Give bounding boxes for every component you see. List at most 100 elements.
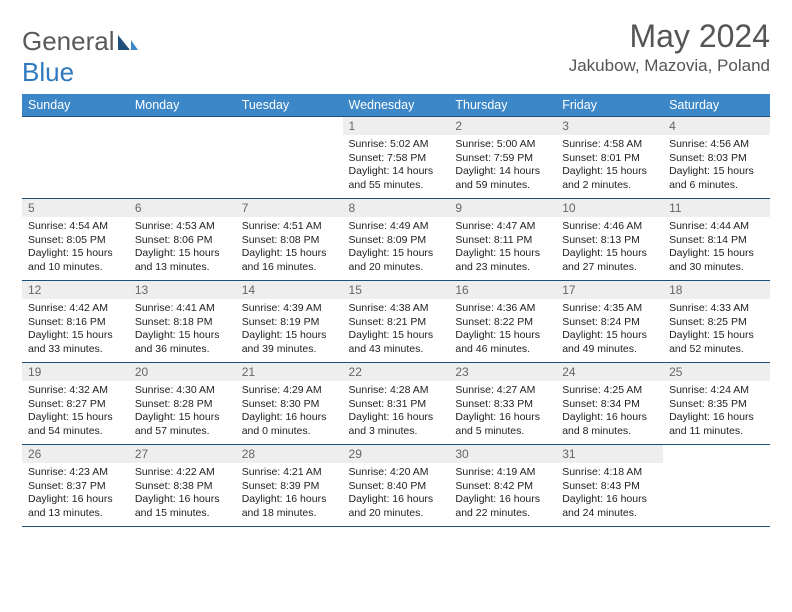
day-number: 29 <box>343 445 450 463</box>
day-number: 7 <box>236 199 343 217</box>
calendar-cell: 2Sunrise: 5:00 AMSunset: 7:59 PMDaylight… <box>449 117 556 199</box>
day-number: 9 <box>449 199 556 217</box>
calendar-cell: 12Sunrise: 4:42 AMSunset: 8:16 PMDayligh… <box>22 281 129 363</box>
day-number: 4 <box>663 117 770 135</box>
calendar-cell: 3Sunrise: 4:58 AMSunset: 8:01 PMDaylight… <box>556 117 663 199</box>
day-content: Sunrise: 4:21 AMSunset: 8:39 PMDaylight:… <box>236 463 343 525</box>
calendar-cell: 29Sunrise: 4:20 AMSunset: 8:40 PMDayligh… <box>343 445 450 527</box>
day-number: 20 <box>129 363 236 381</box>
calendar-cell: 11Sunrise: 4:44 AMSunset: 8:14 PMDayligh… <box>663 199 770 281</box>
day-number: 24 <box>556 363 663 381</box>
weekday-header: Saturday <box>663 94 770 117</box>
day-content: Sunrise: 4:32 AMSunset: 8:27 PMDaylight:… <box>22 381 129 443</box>
day-number: 1 <box>343 117 450 135</box>
calendar-cell: 17Sunrise: 4:35 AMSunset: 8:24 PMDayligh… <box>556 281 663 363</box>
calendar-cell: 25Sunrise: 4:24 AMSunset: 8:35 PMDayligh… <box>663 363 770 445</box>
calendar-cell: 19Sunrise: 4:32 AMSunset: 8:27 PMDayligh… <box>22 363 129 445</box>
calendar-cell: 5Sunrise: 4:54 AMSunset: 8:05 PMDaylight… <box>22 199 129 281</box>
calendar-cell: 14Sunrise: 4:39 AMSunset: 8:19 PMDayligh… <box>236 281 343 363</box>
calendar-week-row: 1Sunrise: 5:02 AMSunset: 7:58 PMDaylight… <box>22 117 770 199</box>
day-content: Sunrise: 4:36 AMSunset: 8:22 PMDaylight:… <box>449 299 556 361</box>
calendar-cell: 23Sunrise: 4:27 AMSunset: 8:33 PMDayligh… <box>449 363 556 445</box>
calendar-cell: 31Sunrise: 4:18 AMSunset: 8:43 PMDayligh… <box>556 445 663 527</box>
day-number: 2 <box>449 117 556 135</box>
day-content: Sunrise: 4:56 AMSunset: 8:03 PMDaylight:… <box>663 135 770 197</box>
day-number: 17 <box>556 281 663 299</box>
calendar-cell: 16Sunrise: 4:36 AMSunset: 8:22 PMDayligh… <box>449 281 556 363</box>
calendar-cell: 30Sunrise: 4:19 AMSunset: 8:42 PMDayligh… <box>449 445 556 527</box>
calendar-cell: 27Sunrise: 4:22 AMSunset: 8:38 PMDayligh… <box>129 445 236 527</box>
day-content: Sunrise: 4:33 AMSunset: 8:25 PMDaylight:… <box>663 299 770 361</box>
location-subtitle: Jakubow, Mazovia, Poland <box>569 56 770 76</box>
day-number: 30 <box>449 445 556 463</box>
weekday-header: Wednesday <box>343 94 450 117</box>
day-content: Sunrise: 4:44 AMSunset: 8:14 PMDaylight:… <box>663 217 770 279</box>
day-content: Sunrise: 4:19 AMSunset: 8:42 PMDaylight:… <box>449 463 556 525</box>
day-number: 18 <box>663 281 770 299</box>
day-number: 5 <box>22 199 129 217</box>
calendar-cell: 26Sunrise: 4:23 AMSunset: 8:37 PMDayligh… <box>22 445 129 527</box>
day-number: 10 <box>556 199 663 217</box>
day-number: 12 <box>22 281 129 299</box>
calendar-cell <box>663 445 770 527</box>
day-content: Sunrise: 4:29 AMSunset: 8:30 PMDaylight:… <box>236 381 343 443</box>
day-number: 3 <box>556 117 663 135</box>
calendar-week-row: 5Sunrise: 4:54 AMSunset: 8:05 PMDaylight… <box>22 199 770 281</box>
day-content: Sunrise: 4:30 AMSunset: 8:28 PMDaylight:… <box>129 381 236 443</box>
day-content: Sunrise: 4:54 AMSunset: 8:05 PMDaylight:… <box>22 217 129 279</box>
day-content: Sunrise: 4:20 AMSunset: 8:40 PMDaylight:… <box>343 463 450 525</box>
calendar-header-row: SundayMondayTuesdayWednesdayThursdayFrid… <box>22 94 770 117</box>
calendar-cell: 22Sunrise: 4:28 AMSunset: 8:31 PMDayligh… <box>343 363 450 445</box>
calendar-week-row: 26Sunrise: 4:23 AMSunset: 8:37 PMDayligh… <box>22 445 770 527</box>
calendar-cell: 20Sunrise: 4:30 AMSunset: 8:28 PMDayligh… <box>129 363 236 445</box>
day-number: 23 <box>449 363 556 381</box>
day-number: 25 <box>663 363 770 381</box>
day-number: 15 <box>343 281 450 299</box>
calendar-page: GeneralBlue May 2024 Jakubow, Mazovia, P… <box>0 0 792 527</box>
day-content: Sunrise: 4:35 AMSunset: 8:24 PMDaylight:… <box>556 299 663 361</box>
calendar-cell: 24Sunrise: 4:25 AMSunset: 8:34 PMDayligh… <box>556 363 663 445</box>
day-content: Sunrise: 4:49 AMSunset: 8:09 PMDaylight:… <box>343 217 450 279</box>
weekday-header: Thursday <box>449 94 556 117</box>
weekday-header: Friday <box>556 94 663 117</box>
calendar-week-row: 12Sunrise: 4:42 AMSunset: 8:16 PMDayligh… <box>22 281 770 363</box>
calendar-cell: 21Sunrise: 4:29 AMSunset: 8:30 PMDayligh… <box>236 363 343 445</box>
day-content: Sunrise: 4:18 AMSunset: 8:43 PMDaylight:… <box>556 463 663 525</box>
calendar-cell: 6Sunrise: 4:53 AMSunset: 8:06 PMDaylight… <box>129 199 236 281</box>
day-number: 6 <box>129 199 236 217</box>
day-content: Sunrise: 4:51 AMSunset: 8:08 PMDaylight:… <box>236 217 343 279</box>
calendar-cell <box>22 117 129 199</box>
calendar-cell: 15Sunrise: 4:38 AMSunset: 8:21 PMDayligh… <box>343 281 450 363</box>
calendar-table: SundayMondayTuesdayWednesdayThursdayFrid… <box>22 94 770 527</box>
day-number: 16 <box>449 281 556 299</box>
day-content: Sunrise: 4:27 AMSunset: 8:33 PMDaylight:… <box>449 381 556 443</box>
calendar-cell <box>129 117 236 199</box>
day-content: Sunrise: 4:25 AMSunset: 8:34 PMDaylight:… <box>556 381 663 443</box>
calendar-cell: 1Sunrise: 5:02 AMSunset: 7:58 PMDaylight… <box>343 117 450 199</box>
brand-word-1: General <box>22 26 115 56</box>
day-number: 14 <box>236 281 343 299</box>
calendar-cell: 9Sunrise: 4:47 AMSunset: 8:11 PMDaylight… <box>449 199 556 281</box>
day-number: 21 <box>236 363 343 381</box>
calendar-body: 1Sunrise: 5:02 AMSunset: 7:58 PMDaylight… <box>22 117 770 527</box>
day-content: Sunrise: 4:42 AMSunset: 8:16 PMDaylight:… <box>22 299 129 361</box>
weekday-header: Monday <box>129 94 236 117</box>
brand-word-2: Blue <box>22 57 74 87</box>
day-content: Sunrise: 4:24 AMSunset: 8:35 PMDaylight:… <box>663 381 770 443</box>
page-header: GeneralBlue May 2024 Jakubow, Mazovia, P… <box>22 20 770 88</box>
day-content: Sunrise: 5:02 AMSunset: 7:58 PMDaylight:… <box>343 135 450 197</box>
day-content: Sunrise: 4:53 AMSunset: 8:06 PMDaylight:… <box>129 217 236 279</box>
calendar-cell: 28Sunrise: 4:21 AMSunset: 8:39 PMDayligh… <box>236 445 343 527</box>
calendar-cell: 8Sunrise: 4:49 AMSunset: 8:09 PMDaylight… <box>343 199 450 281</box>
calendar-cell: 13Sunrise: 4:41 AMSunset: 8:18 PMDayligh… <box>129 281 236 363</box>
calendar-week-row: 19Sunrise: 4:32 AMSunset: 8:27 PMDayligh… <box>22 363 770 445</box>
day-content: Sunrise: 4:47 AMSunset: 8:11 PMDaylight:… <box>449 217 556 279</box>
day-content: Sunrise: 4:22 AMSunset: 8:38 PMDaylight:… <box>129 463 236 525</box>
day-content: Sunrise: 4:28 AMSunset: 8:31 PMDaylight:… <box>343 381 450 443</box>
day-number: 26 <box>22 445 129 463</box>
title-block: May 2024 Jakubow, Mazovia, Poland <box>569 20 770 76</box>
day-number: 27 <box>129 445 236 463</box>
calendar-cell: 7Sunrise: 4:51 AMSunset: 8:08 PMDaylight… <box>236 199 343 281</box>
sail-icon <box>117 28 139 59</box>
day-content: Sunrise: 4:38 AMSunset: 8:21 PMDaylight:… <box>343 299 450 361</box>
